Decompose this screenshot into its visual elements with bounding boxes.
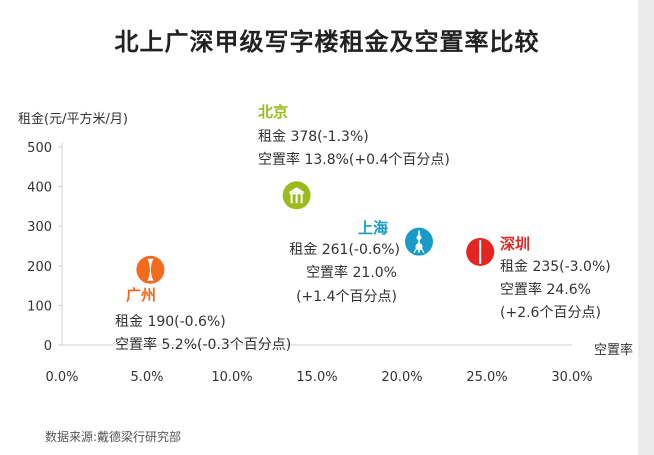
x-tick-label: 5.0% bbox=[130, 370, 163, 385]
point-annotation: 空置率 21.0% bbox=[306, 264, 397, 281]
point-annotation: 空置率 13.8%(+0.4个百分点) bbox=[258, 151, 450, 168]
point-annotation: 租金 261(-0.6%) bbox=[289, 242, 400, 258]
y-tick-label: 500 bbox=[27, 141, 52, 156]
city-label: 深圳 bbox=[500, 235, 530, 253]
x-tick-label: 30.0% bbox=[551, 370, 592, 385]
chart-title: 北上广深甲级写字楼租金及空置率比较 bbox=[114, 28, 540, 56]
point-annotation: 空置率 24.6% bbox=[500, 281, 591, 298]
tower-sphere bbox=[416, 235, 422, 241]
city-label: 广州 bbox=[126, 286, 156, 304]
tower-legs bbox=[413, 243, 425, 253]
pillar-shape bbox=[290, 194, 293, 204]
building-slit bbox=[479, 239, 482, 264]
y-tick-label: 100 bbox=[27, 299, 52, 314]
y-tick-label: 0 bbox=[44, 339, 52, 354]
y-axis-label: 租金(元/平方米/月) bbox=[18, 111, 128, 127]
x-tick-label: 0.0% bbox=[45, 370, 78, 385]
pillar-shape bbox=[300, 194, 303, 204]
point-annotation: 空置率 5.2%(-0.3个百分点) bbox=[115, 336, 291, 353]
city-label: 上海 bbox=[358, 219, 388, 237]
y-tick-label: 200 bbox=[27, 260, 52, 275]
point-annotation: 租金 235(-3.0%) bbox=[500, 259, 611, 275]
x-tick-label: 10.0% bbox=[211, 370, 252, 385]
point-annotation: 租金 378(-1.3%) bbox=[258, 129, 369, 145]
x-axis-label: 空置率 bbox=[594, 342, 633, 358]
tower-waist bbox=[147, 258, 154, 281]
city-label: 北京 bbox=[258, 103, 288, 121]
x-tick-label: 25.0% bbox=[466, 370, 507, 385]
tower-spire bbox=[418, 230, 420, 253]
beam-shape bbox=[289, 192, 304, 195]
y-tick-label: 400 bbox=[27, 181, 52, 196]
point-annotation: (+1.4个百分点) bbox=[296, 289, 397, 305]
right-edge-band bbox=[638, 0, 654, 455]
x-tick-label: 15.0% bbox=[296, 370, 337, 385]
y-tick-label: 300 bbox=[27, 220, 52, 235]
x-tick-label: 20.0% bbox=[381, 370, 422, 385]
roof-shape bbox=[288, 187, 305, 193]
point-annotation: 租金 190(-0.6%) bbox=[115, 314, 226, 330]
data-source: 数据来源:戴德梁行研究部 bbox=[45, 430, 182, 444]
pillar-shape bbox=[295, 194, 298, 204]
point-annotation: (+2.6个百分点) bbox=[500, 305, 601, 321]
